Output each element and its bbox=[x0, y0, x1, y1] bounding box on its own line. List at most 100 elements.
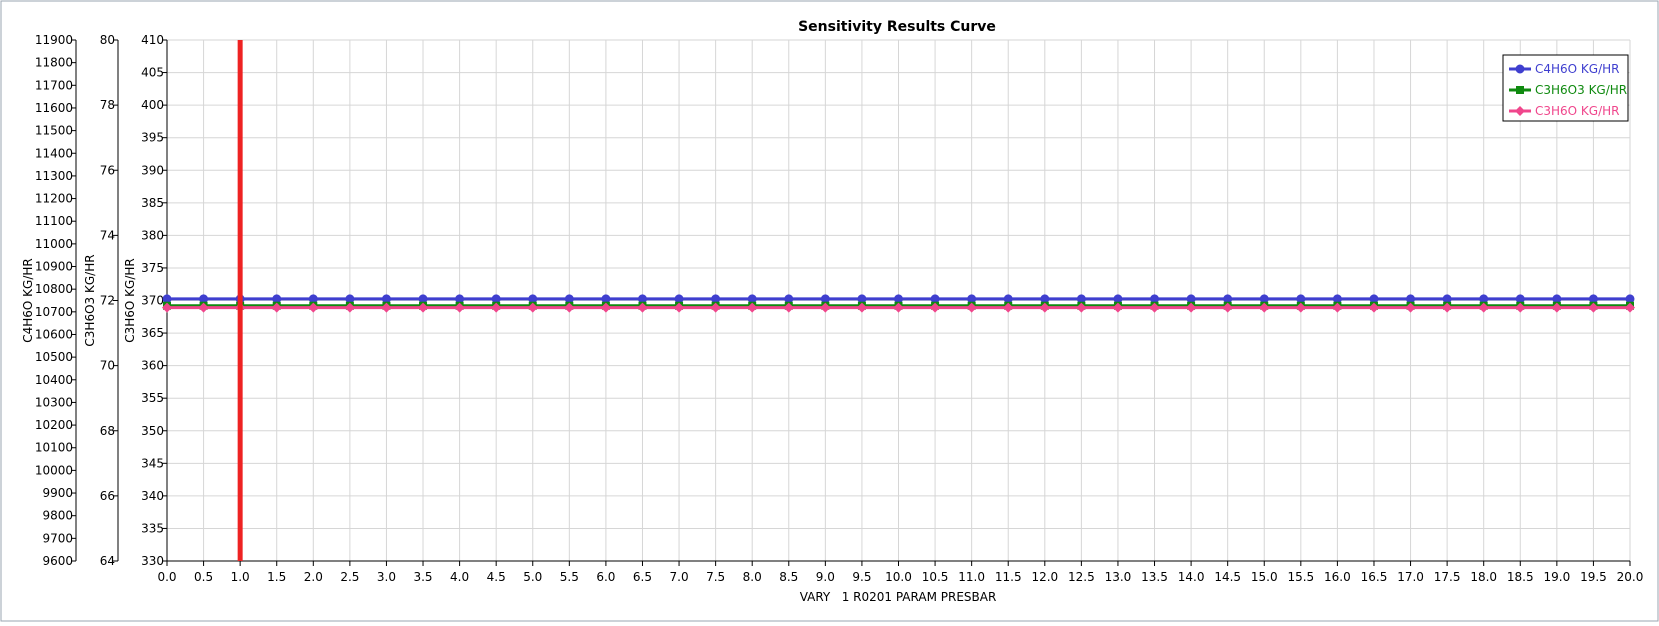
data-point-c3h6o bbox=[344, 302, 355, 313]
data-point-c3h6o bbox=[930, 302, 941, 313]
y-tick-label-c3h6o: 390 bbox=[141, 163, 164, 177]
x-tick-label: 16.0 bbox=[1324, 570, 1351, 584]
x-axis: 0.0 0.5 1.0 1.5 2.0 2.5 3.0 3.5 4.0 4.5 5.0 5.5 6.0 6… bbox=[157, 560, 1644, 584]
data-point-c3h6o bbox=[674, 302, 685, 313]
legend-marker-c4h6o bbox=[1515, 64, 1525, 74]
data-point-c3h6o bbox=[454, 302, 465, 313]
data-point-c3h6o bbox=[527, 302, 538, 313]
x-tick-label: 8.0 bbox=[743, 570, 762, 584]
x-tick-label: 0.5 bbox=[194, 570, 213, 584]
y-tick-label-c3h6o: 410 bbox=[141, 33, 164, 47]
y-tick-label-c4h6o: 10300 bbox=[35, 395, 73, 409]
x-axis-title: VARY 1 R0201 PARAM PRESBAR bbox=[800, 590, 997, 604]
data-point-c3h6o bbox=[1515, 302, 1526, 313]
y-tick-label-c4h6o: 9900 bbox=[42, 486, 73, 500]
data-point-c3h6o bbox=[1588, 302, 1599, 313]
legend-marker-c3h6o3 bbox=[1516, 86, 1524, 94]
y-tick-label-c4h6o: 9600 bbox=[42, 554, 73, 568]
y-tick-label-c3h6o: 345 bbox=[141, 456, 164, 470]
y-tick-label-c3h6o3: 76 bbox=[100, 163, 115, 177]
x-tick-label: 9.5 bbox=[852, 570, 871, 584]
x-tick-label: 0.0 bbox=[157, 570, 176, 584]
x-tick-label: 1.5 bbox=[267, 570, 286, 584]
x-tick-label: 2.0 bbox=[304, 570, 323, 584]
data-point-c3h6o bbox=[637, 302, 648, 313]
data-point-c3h6o bbox=[491, 302, 502, 313]
y-tick-label-c4h6o: 11700 bbox=[35, 78, 73, 92]
x-tick-label: 18.5 bbox=[1507, 570, 1534, 584]
legend: C4H6O KG/HR C3H6O3 KG/HR C3H6O KG/HR bbox=[1502, 54, 1629, 122]
x-tick-label: 4.0 bbox=[450, 570, 469, 584]
data-point-c3h6o bbox=[1149, 302, 1160, 313]
x-tick-label: 7.5 bbox=[706, 570, 725, 584]
data-point-c3h6o bbox=[564, 302, 575, 313]
y-axis-title-c4h6o: C4H6O KG/HR bbox=[21, 258, 35, 343]
x-tick-label: 4.5 bbox=[487, 570, 506, 584]
x-tick-label: 14.5 bbox=[1214, 570, 1241, 584]
y-tick-label-c4h6o: 11200 bbox=[35, 192, 73, 206]
y-tick-label-c3h6o3: 68 bbox=[100, 424, 115, 438]
y-tick-label-c4h6o: 9700 bbox=[42, 531, 73, 545]
data-point-c3h6o bbox=[600, 302, 611, 313]
data-point-c3h6o bbox=[271, 302, 282, 313]
y-tick-label-c3h6o: 395 bbox=[141, 131, 164, 145]
x-tick-label: 19.0 bbox=[1543, 570, 1570, 584]
data-point-c3h6o bbox=[198, 302, 209, 313]
data-point-c3h6o bbox=[1003, 302, 1014, 313]
x-tick-label: 12.5 bbox=[1068, 570, 1095, 584]
data-point-c3h6o bbox=[1295, 302, 1306, 313]
y-axis-title-c3h6o: C3H6O KG/HR bbox=[123, 258, 137, 343]
x-tick-label: 20.0 bbox=[1617, 570, 1644, 584]
x-tick-label: 6.5 bbox=[633, 570, 652, 584]
data-point-c3h6o bbox=[1259, 302, 1270, 313]
y-tick-label-c4h6o: 10700 bbox=[35, 305, 73, 319]
y-tick-label-c3h6o: 405 bbox=[141, 66, 164, 80]
y-tick-label-c4h6o: 11500 bbox=[35, 124, 73, 138]
data-point-c3h6o bbox=[1076, 302, 1087, 313]
data-point-c3h6o bbox=[1478, 302, 1489, 313]
y-tick-label-c4h6o: 10200 bbox=[35, 418, 73, 432]
data-point-c3h6o bbox=[966, 302, 977, 313]
legend-entry-c3h6o3: C3H6O3 KG/HR bbox=[1535, 83, 1627, 97]
x-tick-label: 16.5 bbox=[1361, 570, 1388, 584]
x-tick-label: 11.5 bbox=[995, 570, 1022, 584]
x-tick-label: 10.5 bbox=[922, 570, 949, 584]
y-tick-label-c4h6o: 10400 bbox=[35, 373, 73, 387]
y-tick-label-c3h6o3: 70 bbox=[100, 359, 115, 373]
y-tick-label-c4h6o: 11600 bbox=[35, 101, 73, 115]
y-tick-label-c3h6o: 400 bbox=[141, 98, 164, 112]
x-tick-label: 3.5 bbox=[413, 570, 432, 584]
data-point-c3h6o bbox=[856, 302, 867, 313]
y-tick-label-c3h6o: 360 bbox=[141, 359, 164, 373]
y-tick-label-c4h6o: 10000 bbox=[35, 463, 73, 477]
data-point-c3h6o bbox=[893, 302, 904, 313]
x-tick-label: 17.0 bbox=[1397, 570, 1424, 584]
x-tick-label: 13.5 bbox=[1141, 570, 1168, 584]
data-point-c3h6o bbox=[1551, 302, 1562, 313]
x-tick-label: 17.5 bbox=[1434, 570, 1461, 584]
chart-title: Sensitivity Results Curve bbox=[798, 19, 996, 35]
y-tick-label-c4h6o: 11300 bbox=[35, 169, 73, 183]
y-tick-label-c4h6o: 11000 bbox=[35, 237, 73, 251]
y-tick-label-c4h6o: 11100 bbox=[35, 214, 73, 228]
x-tick-label: 1.0 bbox=[231, 570, 250, 584]
y-tick-label-c4h6o: 10600 bbox=[35, 327, 73, 341]
y-tick-label-c3h6o3: 80 bbox=[100, 33, 115, 47]
data-point-c3h6o bbox=[418, 302, 429, 313]
y-tick-label-c3h6o: 340 bbox=[141, 489, 164, 503]
y-tick-label-c3h6o: 365 bbox=[141, 326, 164, 340]
y-tick-label-c4h6o: 10100 bbox=[35, 441, 73, 455]
y-tick-label-c3h6o: 330 bbox=[141, 554, 164, 568]
x-tick-label: 19.5 bbox=[1580, 570, 1607, 584]
y-tick-label-c3h6o3: 64 bbox=[100, 554, 115, 568]
x-tick-label: 7.0 bbox=[670, 570, 689, 584]
data-point-c3h6o bbox=[1332, 302, 1343, 313]
x-tick-label: 11.0 bbox=[958, 570, 985, 584]
data-point-c3h6o bbox=[783, 302, 794, 313]
x-tick-label: 18.0 bbox=[1470, 570, 1497, 584]
y-tick-label-c4h6o: 11900 bbox=[35, 33, 73, 47]
x-tick-label: 14.0 bbox=[1178, 570, 1205, 584]
y-tick-label-c3h6o3: 66 bbox=[100, 489, 115, 503]
